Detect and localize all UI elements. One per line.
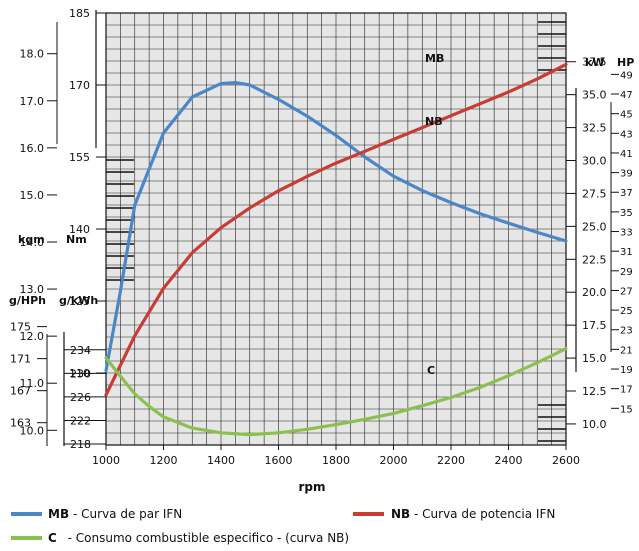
- power-unit-kw: kW: [585, 56, 604, 69]
- power-hp-tick-label: 33: [620, 228, 633, 239]
- consumption-gkwh-tick-label: 234: [70, 344, 91, 357]
- legend: MB - Curva de par IFN NB - Curva de pote…: [11, 507, 555, 545]
- power-kw-tick-label: 22.5: [582, 253, 607, 266]
- curve-label-nb: NB: [425, 115, 443, 128]
- power-hp-tick-label: 23: [620, 326, 633, 337]
- power-kw-tick-label: 30.0: [582, 155, 607, 168]
- x-tick-label: 1800: [322, 454, 350, 467]
- power-unit-hp: HP: [617, 56, 634, 69]
- consumption-gkwh-tick-label: 218: [70, 438, 91, 451]
- consumption-gkwh-tick-label: 222: [70, 414, 91, 427]
- power-hp-tick-label: 39: [620, 169, 633, 180]
- axes: [37, 10, 619, 450]
- torque-unit-kgm: kgm: [18, 233, 45, 246]
- curve-label-c: C: [427, 364, 435, 377]
- power-hp-tick-label: 21: [620, 345, 633, 356]
- power-hp-tick-label: 41: [620, 149, 633, 160]
- power-hp-tick-label: 45: [620, 110, 633, 121]
- torque-kgm-tick-label: 14.0: [20, 236, 45, 249]
- power-hp-tick-label: 31: [620, 247, 633, 258]
- series-line-c: [104, 347, 568, 437]
- power-hp-tick-label: 27: [620, 286, 633, 297]
- power-hp-tick-label: 29: [620, 267, 633, 278]
- curve-label-mb: MB: [425, 52, 444, 65]
- x-tick-label: 2400: [495, 454, 523, 467]
- torque-kgm-tick-label: 10.0: [20, 424, 45, 437]
- tick-labels: 185 170 155 140 125 110 18.0 17.0 16.0 15.0 14.0 13…: [10, 7, 633, 467]
- power-kw-tick-label: 15.0: [582, 352, 607, 365]
- consumption-unit-gkwh: g/kWh: [59, 294, 98, 307]
- torque-kgm-tick-label: 16.0: [20, 142, 45, 155]
- consumption-gph-tick-label: 171: [10, 353, 31, 366]
- power-kw-tick-label: 35.0: [582, 89, 607, 102]
- x-tick-label: 1600: [265, 454, 293, 467]
- power-kw-tick-label: 27.5: [582, 187, 607, 200]
- x-tick-label: 2200: [437, 454, 465, 467]
- torque-kgm-tick-label: 15.0: [20, 189, 45, 202]
- power-hp-tick-label: 15: [620, 404, 633, 415]
- consumption-unit-gph: g/HPh: [9, 294, 46, 307]
- legend-key-nb: NB: [391, 507, 410, 521]
- consumption-gkwh-tick-label: 230: [70, 367, 91, 380]
- consumption-gkwh-tick-label: 226: [70, 391, 91, 404]
- power-hp-tick-label: 25: [620, 306, 633, 317]
- power-kw-tick-label: 20.0: [582, 286, 607, 299]
- x-axis-label: rpm: [298, 480, 325, 494]
- power-hp-tick-label: 37: [620, 188, 633, 199]
- power-kw-tick-label: 37.5: [582, 56, 607, 69]
- torque-unit-nm: Nm: [66, 233, 87, 246]
- series-line-mb: [104, 80, 568, 373]
- torque-kgm-tick-label: 11.0: [20, 377, 45, 390]
- torque-kgm-tick-label: 12.0: [20, 330, 45, 343]
- x-tick-label: 1400: [207, 454, 235, 467]
- legend-text-mb: - Curva de par IFN: [73, 507, 182, 521]
- legend-key-c: C: [48, 531, 57, 545]
- torque-nm-tick-label: 185: [69, 7, 90, 20]
- legend-text-c: - Consumo combustible especifico - (curv…: [60, 531, 349, 545]
- power-hp-tick-label: 49: [620, 70, 633, 81]
- torque-nm-tick-label: 140: [69, 223, 90, 236]
- power-hp-tick-label: 43: [620, 129, 633, 140]
- power-kw-tick-label: 32.5: [582, 122, 607, 135]
- torque-kgm-tick-label: 17.0: [20, 95, 45, 108]
- x-tick-label: 2000: [380, 454, 408, 467]
- power-hp-tick-label: 35: [620, 208, 633, 219]
- series-line-nb: [104, 62, 568, 397]
- consumption-gph-tick-label: 167: [10, 385, 31, 398]
- power-kw-tick-label: 17.5: [582, 319, 607, 332]
- power-kw-tick-label: 12.5: [582, 385, 607, 398]
- power-kw-tick-label: 25.0: [582, 220, 607, 233]
- consumption-gph-tick-label: 163: [10, 417, 31, 430]
- torque-nm-tick-label: 110: [69, 367, 90, 380]
- x-tick-label: 2600: [552, 454, 580, 467]
- torque-nm-tick-label: 170: [69, 79, 90, 92]
- torque-nm-tick-label: 125: [69, 295, 90, 308]
- consumption-gph-tick-label: 175: [10, 321, 31, 334]
- torque-kgm-tick-label: 13.0: [20, 283, 45, 296]
- x-tick-label: 1200: [150, 454, 178, 467]
- legend-text-nb: - Curva de potencia IFN: [414, 507, 555, 521]
- torque-kgm-tick-label: 18.0: [20, 48, 45, 61]
- power-hp-tick-label: 19: [620, 365, 633, 376]
- power-hp-tick-label: 17: [620, 385, 633, 396]
- power-kw-tick-label: 10.0: [582, 418, 607, 431]
- series: [104, 62, 568, 437]
- legend-key-mb: MB: [48, 507, 69, 521]
- torque-nm-tick-label: 155: [69, 151, 90, 164]
- power-hp-tick-label: 47: [620, 90, 633, 101]
- x-tick-label: 1000: [92, 454, 120, 467]
